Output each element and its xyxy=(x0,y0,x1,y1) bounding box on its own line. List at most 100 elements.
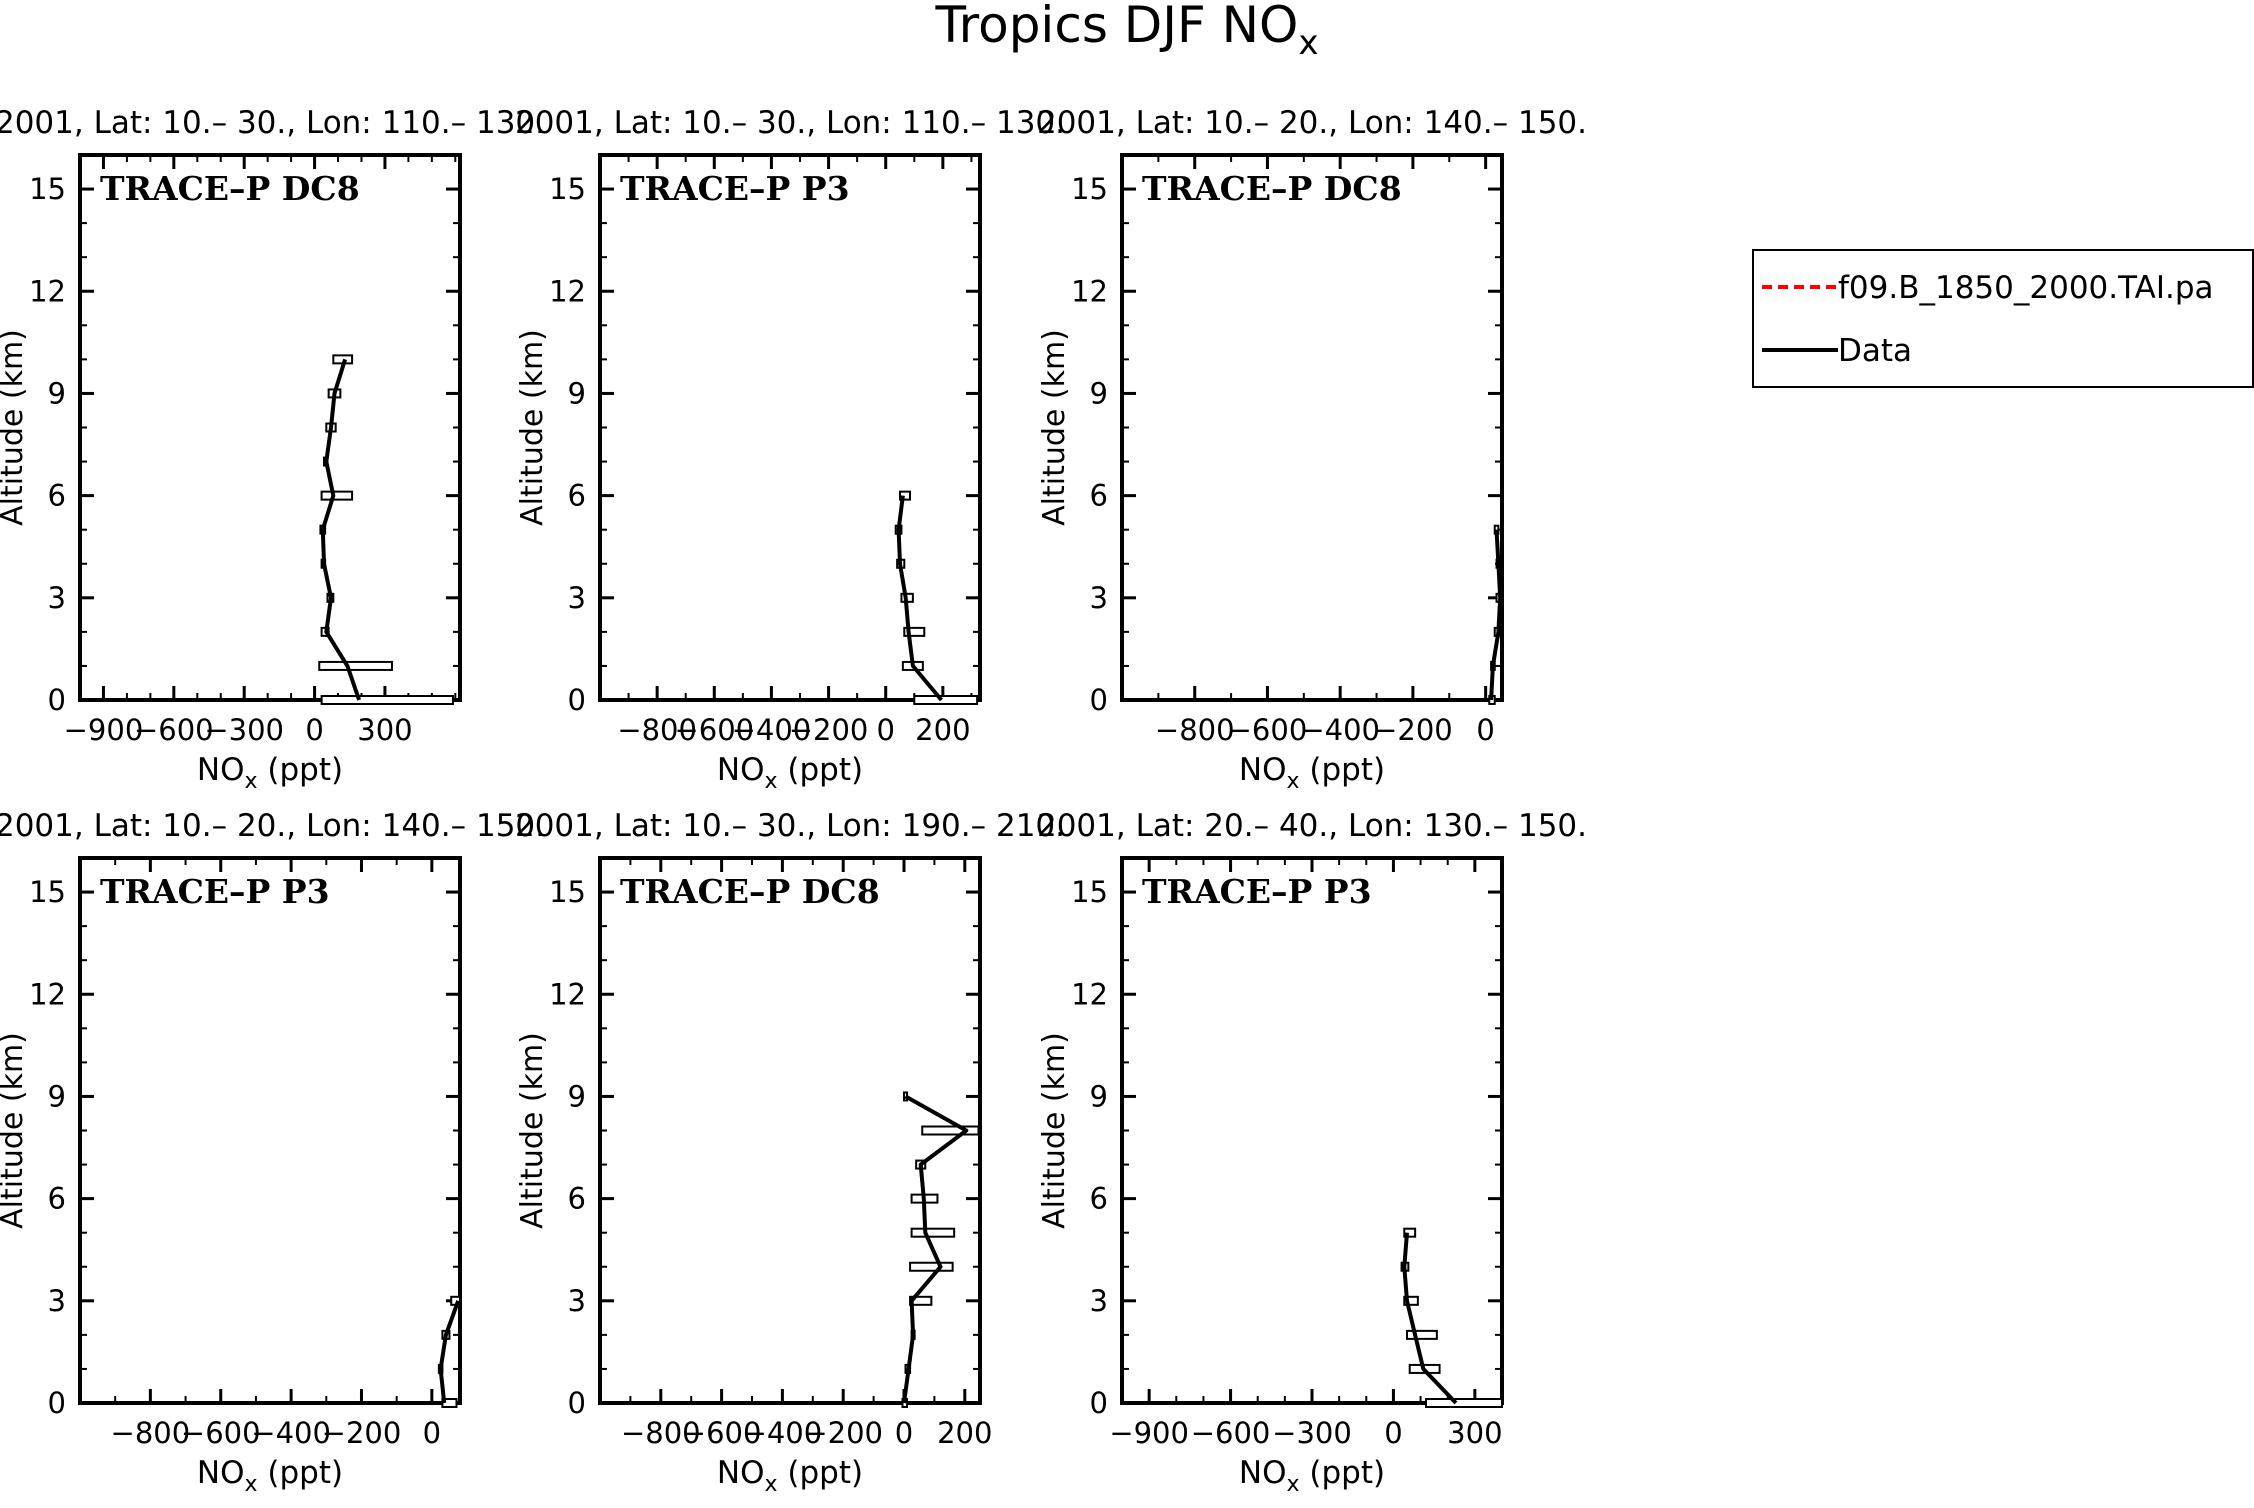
series-data xyxy=(894,490,979,705)
campaign-label: TRACE–P P3 xyxy=(620,169,850,208)
y-axis-label: Altitude (km) xyxy=(0,329,30,526)
x-tick-label: −400 xyxy=(251,1416,331,1450)
y-tick-label: 15 xyxy=(29,172,66,206)
range-bar xyxy=(913,695,979,705)
y-tick-label: 15 xyxy=(1071,172,1108,206)
x-tick-label: −800 xyxy=(617,713,697,747)
x-tick-label: −900 xyxy=(64,713,144,747)
x-tick-label: −800 xyxy=(621,1416,701,1450)
x-tick-label: 0 xyxy=(1384,1416,1402,1450)
series-data xyxy=(901,1091,980,1408)
y-tick-label: 0 xyxy=(1090,683,1108,717)
y-axis-label: Altitude (km) xyxy=(515,1032,550,1229)
y-tick-label: 3 xyxy=(1090,581,1108,615)
x-tick-label: −200 xyxy=(803,1416,883,1450)
range-bar xyxy=(320,490,354,501)
panel-subtitle: 2001, Lat: 10.– 20., Lon: 140.– 150. xyxy=(0,808,545,844)
y-tick-label: 0 xyxy=(568,1386,586,1420)
x-tick-label: −400 xyxy=(1300,713,1380,747)
x-tick-label: 0 xyxy=(305,713,323,747)
campaign-label: TRACE–P DC8 xyxy=(100,169,360,208)
y-tick-label: 15 xyxy=(549,172,586,206)
y-axis-label: Altitude (km) xyxy=(515,329,550,526)
panel-3: 2001, Lat: 10.– 20., Lon: 140.– 150. TRAC… xyxy=(1037,105,1587,794)
x-axis-label-unit: (ppt) xyxy=(258,752,344,788)
x-axis-label-main: NO xyxy=(717,1455,765,1491)
y-tick-label: 12 xyxy=(1071,274,1108,308)
x-tick-label: −300 xyxy=(204,713,284,747)
y-tick-label: 6 xyxy=(1090,1182,1108,1216)
x-axis-label-main: NO xyxy=(717,752,765,788)
x-tick-label: 0 xyxy=(1476,713,1494,747)
plot-frame xyxy=(598,153,982,702)
legend-label-2: Data xyxy=(1838,333,1912,369)
panel-subtitle: 2001, Lat: 10.– 30., Lon: 110.– 130. xyxy=(0,105,545,141)
x-axis-label-subscript: x xyxy=(1287,769,1300,794)
x-axis-label-unit: (ppt) xyxy=(778,752,864,788)
x-axis-label-unit: (ppt) xyxy=(258,1455,344,1491)
range-bar xyxy=(910,1227,956,1238)
range-bar xyxy=(320,695,454,705)
y-tick-label: 3 xyxy=(1090,1284,1108,1318)
range-bar xyxy=(1403,1295,1419,1306)
data-line xyxy=(896,495,943,702)
x-axis-label-subscript: x xyxy=(1287,1472,1300,1497)
range-bar xyxy=(1425,1398,1503,1408)
x-axis-label: NOx (ppt) xyxy=(1239,752,1385,794)
x-axis-label-subscript: x xyxy=(245,1472,258,1497)
panel-1: 2001, Lat: 10.– 30., Lon: 110.– 130. TRAC… xyxy=(0,105,545,794)
y-axis-label: Altitude (km) xyxy=(0,1032,30,1229)
series-data xyxy=(318,354,454,705)
x-tick-label: −600 xyxy=(682,1416,762,1450)
x-tick-label: −400 xyxy=(743,1416,823,1450)
campaign-label: TRACE–P P3 xyxy=(1142,872,1372,911)
y-axis-label: Altitude (km) xyxy=(1037,1032,1072,1229)
y-tick-label: 12 xyxy=(29,977,66,1011)
y-tick-label: 15 xyxy=(549,875,586,909)
x-axis-label-unit: (ppt) xyxy=(1300,1455,1386,1491)
range-bar xyxy=(909,1261,954,1272)
x-tick-label: −600 xyxy=(1228,713,1308,747)
y-tick-label: 6 xyxy=(568,1182,586,1216)
range-bar xyxy=(903,626,926,637)
x-axis-label: NOx (ppt) xyxy=(717,752,863,794)
y-tick-label: 9 xyxy=(1090,1079,1108,1113)
data-line xyxy=(320,358,361,701)
y-tick-label: 9 xyxy=(48,1079,66,1113)
y-tick-label: 12 xyxy=(549,977,586,1011)
y-tick-label: 12 xyxy=(1071,977,1108,1011)
x-tick-label: 0 xyxy=(423,1416,441,1450)
data-line xyxy=(438,1300,461,1404)
data-line xyxy=(902,1094,969,1404)
x-tick-label: −600 xyxy=(674,713,754,747)
x-tick-label: −200 xyxy=(789,713,869,747)
y-tick-label: 0 xyxy=(568,683,586,717)
x-axis-label-main: NO xyxy=(197,1455,245,1491)
x-axis-label-subscript: x xyxy=(765,769,778,794)
panel-4: 2001, Lat: 10.– 20., Lon: 140.– 150. TRAC… xyxy=(0,808,545,1497)
x-tick-label: 300 xyxy=(357,713,412,747)
y-tick-label: 15 xyxy=(1071,875,1108,909)
range-bar xyxy=(1403,1227,1417,1238)
range-bar xyxy=(318,660,393,671)
range-bar xyxy=(899,490,911,501)
x-tick-label: 300 xyxy=(1447,1416,1502,1450)
x-axis-label-main: NO xyxy=(1239,1455,1287,1491)
x-axis-label: NOx (ppt) xyxy=(197,1455,343,1497)
y-tick-label: 9 xyxy=(1090,376,1108,410)
y-tick-label: 0 xyxy=(48,683,66,717)
figure-title-subscript: x xyxy=(1298,23,1318,63)
y-tick-label: 9 xyxy=(568,1079,586,1113)
x-tick-label: −200 xyxy=(322,1416,402,1450)
campaign-label: TRACE–P DC8 xyxy=(620,872,880,911)
x-axis-label-main: NO xyxy=(197,752,245,788)
x-tick-label: −900 xyxy=(1109,1416,1189,1450)
y-tick-label: 12 xyxy=(549,274,586,308)
y-tick-label: 9 xyxy=(568,376,586,410)
plot-frame xyxy=(1120,153,1504,702)
panel-subtitle: 2001, Lat: 10.– 20., Lon: 140.– 150. xyxy=(1037,105,1587,141)
series-data xyxy=(1488,524,1503,705)
figure-title-main: Tropics DJF NO xyxy=(934,0,1298,54)
legend-box xyxy=(1752,249,2254,388)
